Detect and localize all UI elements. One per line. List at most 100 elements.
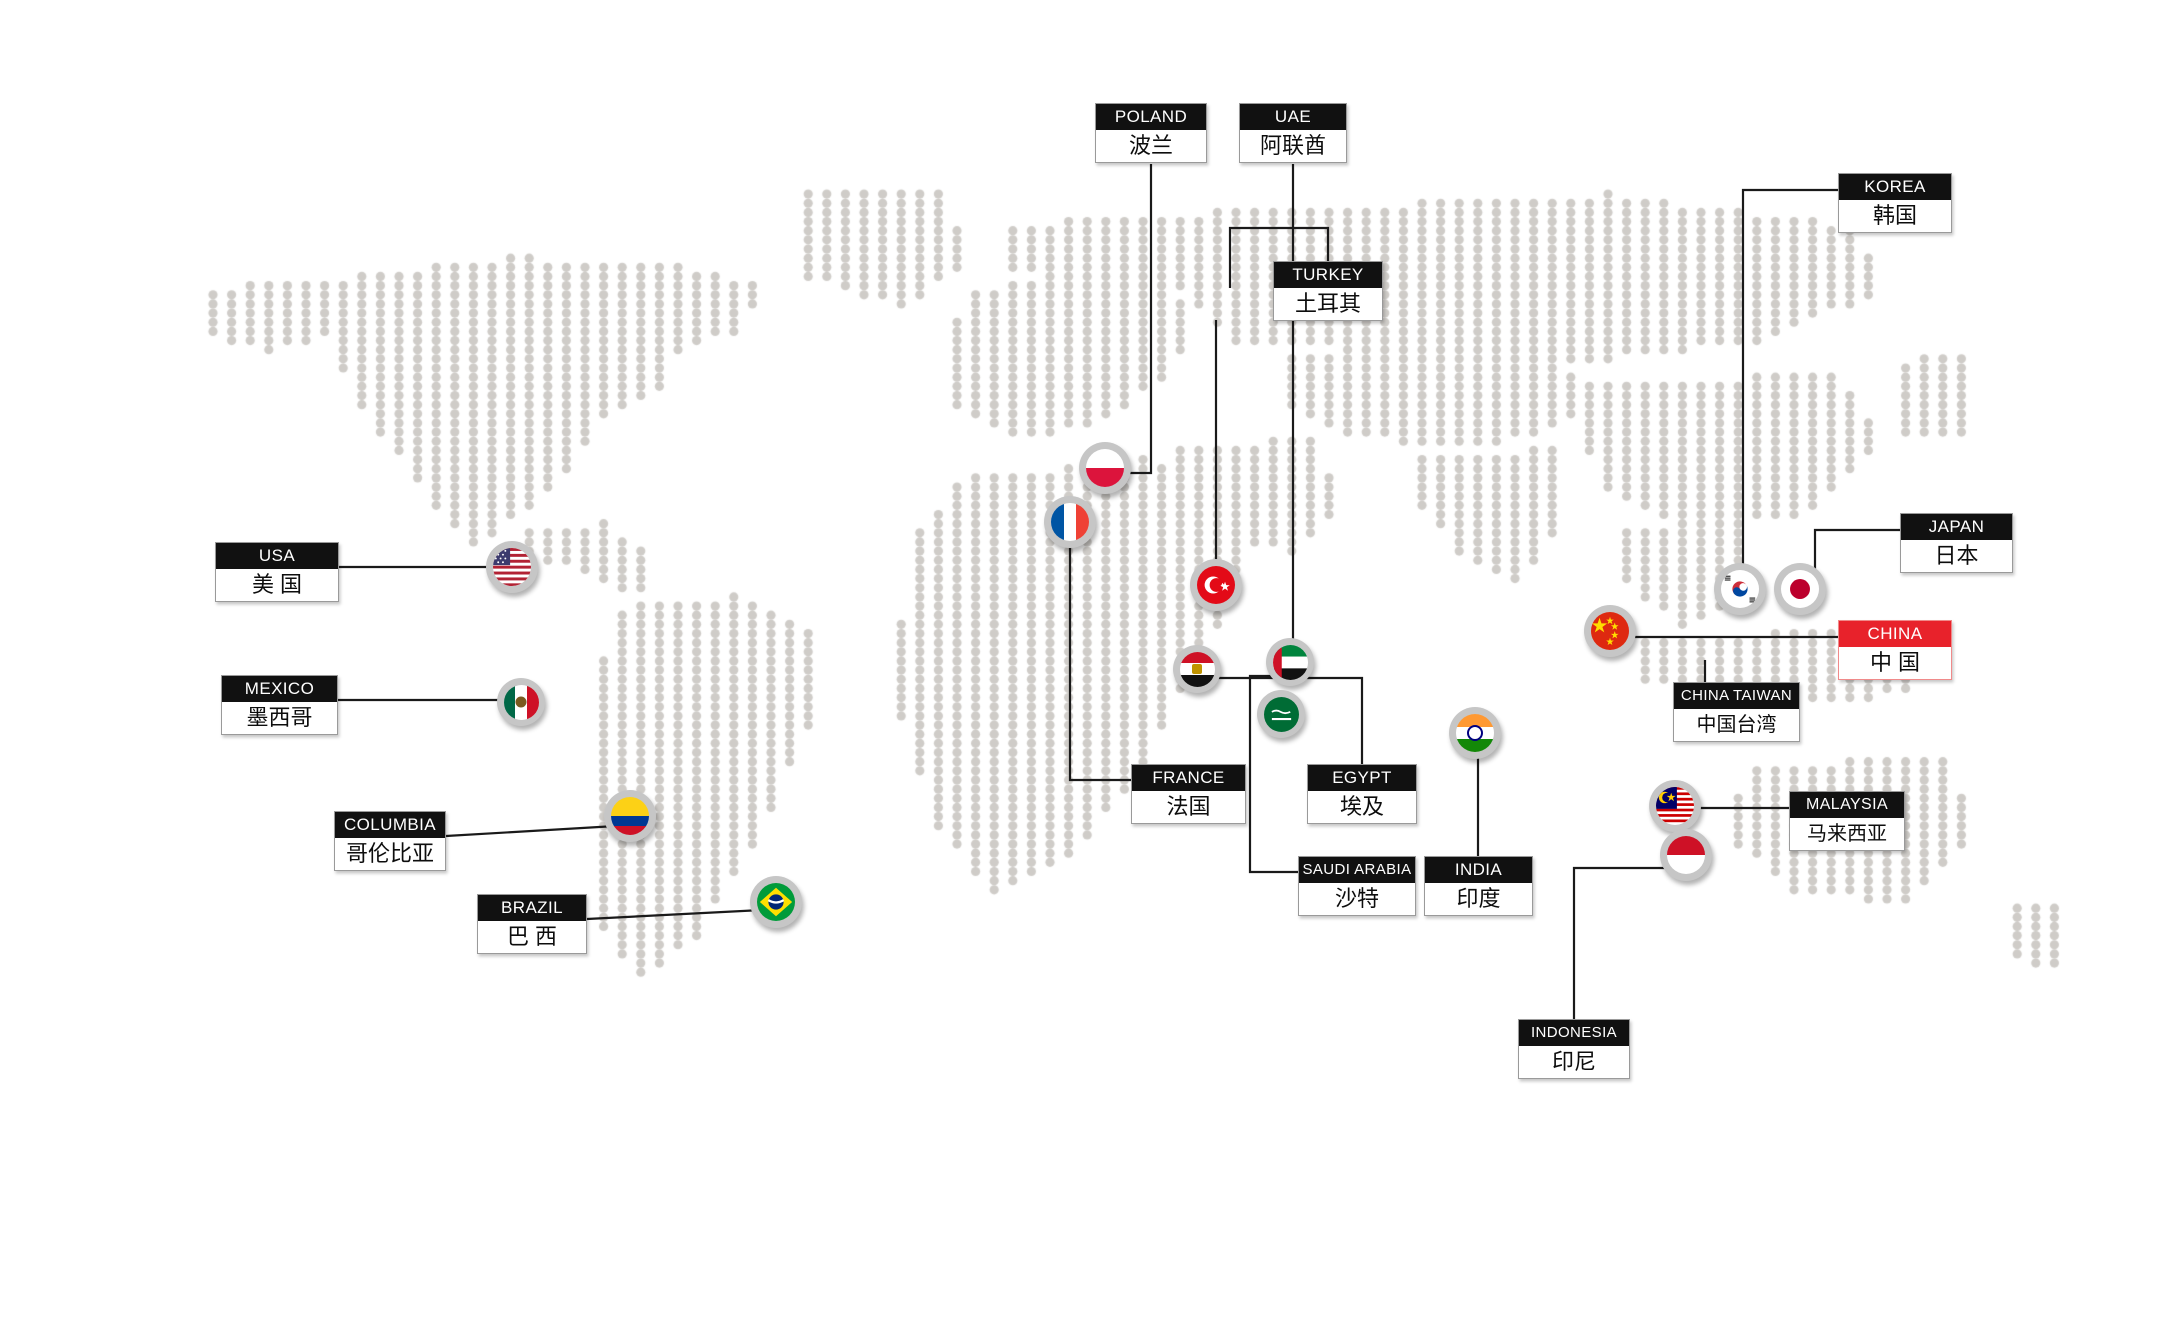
- label-malaysia[interactable]: MALAYSIA 马来西亚: [1789, 791, 1905, 851]
- label-japan-chinese: 日本: [1901, 540, 2012, 572]
- label-usa-chinese: 美 国: [216, 569, 338, 601]
- brazil-flag-icon: [757, 883, 795, 921]
- china-flag: [1591, 612, 1629, 650]
- label-india[interactable]: INDIA 印度: [1424, 856, 1533, 916]
- label-saudi-arabia-english: SAUDI ARABIA: [1299, 857, 1415, 883]
- label-france-chinese: 法国: [1132, 791, 1245, 823]
- marker-poland[interactable]: [1079, 442, 1131, 494]
- label-saudi-arabia[interactable]: SAUDI ARABIA 沙特: [1298, 856, 1416, 916]
- leader-japan: [1813, 528, 1900, 601]
- mexico-flag: [503, 684, 539, 720]
- label-brazil-english: BRAZIL: [478, 895, 586, 921]
- marker-turkey[interactable]: [1190, 559, 1242, 611]
- label-turkey-english: TURKEY: [1274, 262, 1382, 288]
- malaysia-flag: [1656, 787, 1694, 825]
- label-usa[interactable]: USA 美 国: [215, 542, 339, 602]
- japan-flag-icon: [1781, 570, 1819, 608]
- uae-flag: [1272, 644, 1308, 680]
- label-saudi-arabia-chinese: 沙特: [1299, 883, 1415, 915]
- label-china-taiwan[interactable]: CHINA TAIWAN 中国台湾: [1673, 682, 1800, 742]
- label-indonesia-english: INDONESIA: [1519, 1020, 1629, 1046]
- leader-egypt: [1212, 676, 1364, 764]
- label-japan[interactable]: JAPAN 日本: [1900, 513, 2013, 573]
- indonesia-flag-icon: [1667, 836, 1705, 874]
- label-turkey[interactable]: TURKEY 土耳其: [1273, 261, 1383, 321]
- label-mexico-english: MEXICO: [222, 676, 337, 702]
- leader-turkey-top: [1228, 226, 1330, 288]
- ashoka-chakra-icon: [1467, 725, 1483, 741]
- leader-columbia: [445, 824, 617, 838]
- label-poland[interactable]: POLAND 波兰: [1095, 103, 1207, 163]
- label-poland-english: POLAND: [1096, 104, 1206, 130]
- china-flag-icon: [1591, 612, 1629, 650]
- label-columbia[interactable]: COLUMBIA 哥伦比亚: [334, 811, 446, 871]
- label-korea-chinese: 韩国: [1839, 200, 1951, 232]
- leader-saudi-arabia: [1248, 674, 1298, 874]
- leader-brazil: [586, 908, 763, 921]
- label-china-taiwan-english: CHINA TAIWAN: [1674, 683, 1799, 709]
- marker-japan[interactable]: [1774, 563, 1826, 615]
- saudi-arabia-flag: [1263, 696, 1299, 732]
- marker-brazil[interactable]: [750, 876, 802, 928]
- label-indonesia[interactable]: INDONESIA 印尼: [1518, 1019, 1630, 1079]
- label-uae[interactable]: UAE 阿联酋: [1239, 103, 1347, 163]
- columbia-flag: [611, 797, 649, 835]
- label-usa-english: USA: [216, 543, 338, 569]
- marker-korea[interactable]: [1714, 563, 1766, 615]
- marker-india[interactable]: [1449, 707, 1501, 759]
- label-china[interactable]: CHINA 中 国: [1838, 620, 1952, 680]
- marker-usa[interactable]: [486, 541, 538, 593]
- label-uae-english: UAE: [1240, 104, 1346, 130]
- label-uae-chinese: 阿联酋: [1240, 130, 1346, 162]
- poland-flag-icon: [1086, 449, 1124, 487]
- label-france[interactable]: FRANCE 法国: [1131, 764, 1246, 824]
- marker-france[interactable]: [1044, 496, 1096, 548]
- malaysia-flag-icon: [1656, 787, 1694, 825]
- turkey-flag: [1197, 566, 1235, 604]
- label-korea-english: KOREA: [1839, 174, 1951, 200]
- label-malaysia-chinese: 马来西亚: [1790, 818, 1904, 850]
- korea-flag-icon: [1721, 570, 1759, 608]
- label-indonesia-chinese: 印尼: [1519, 1046, 1629, 1078]
- brazil-flag: [757, 883, 795, 921]
- label-india-english: INDIA: [1425, 857, 1532, 883]
- usa-flag-icon: [493, 548, 531, 586]
- label-egypt-english: EGYPT: [1308, 765, 1416, 791]
- leader-uae: [1276, 164, 1295, 666]
- label-malaysia-english: MALAYSIA: [1790, 792, 1904, 818]
- label-india-chinese: 印度: [1425, 883, 1532, 915]
- columbia-flag-icon: [611, 797, 649, 835]
- indonesia-flag: [1667, 836, 1705, 874]
- marker-china[interactable]: [1584, 605, 1636, 657]
- label-columbia-chinese: 哥伦比亚: [335, 838, 445, 870]
- label-china-chinese: 中 国: [1839, 647, 1951, 679]
- marker-uae[interactable]: [1266, 638, 1314, 686]
- mexico-emblem: [515, 696, 527, 708]
- marker-egypt[interactable]: [1173, 645, 1221, 693]
- usa-flag: [493, 548, 531, 586]
- label-korea[interactable]: KOREA 韩国: [1838, 173, 1952, 233]
- poland-flag: [1086, 449, 1124, 487]
- label-columbia-english: COLUMBIA: [335, 812, 445, 838]
- egypt-eagle: [1192, 664, 1202, 674]
- label-poland-chinese: 波兰: [1096, 130, 1206, 162]
- marker-columbia[interactable]: [604, 790, 656, 842]
- marker-saudi-arabia[interactable]: [1257, 690, 1305, 738]
- marker-malaysia[interactable]: [1649, 780, 1701, 832]
- marker-indonesia[interactable]: [1660, 829, 1712, 881]
- label-egypt[interactable]: EGYPT 埃及: [1307, 764, 1417, 824]
- label-egypt-chinese: 埃及: [1308, 791, 1416, 823]
- label-mexico[interactable]: MEXICO 墨西哥: [221, 675, 338, 735]
- marker-mexico[interactable]: [497, 678, 545, 726]
- india-flag: [1456, 714, 1494, 752]
- label-brazil[interactable]: BRAZIL 巴 西: [477, 894, 587, 954]
- korea-flag: [1721, 570, 1759, 608]
- leader-indonesia: [1572, 866, 1672, 1019]
- label-brazil-chinese: 巴 西: [478, 921, 586, 953]
- france-flag-icon: [1051, 503, 1089, 541]
- saudi-arabia-flag-icon: [1263, 696, 1299, 732]
- france-flag: [1051, 503, 1089, 541]
- label-china-taiwan-chinese: 中国台湾: [1674, 709, 1799, 741]
